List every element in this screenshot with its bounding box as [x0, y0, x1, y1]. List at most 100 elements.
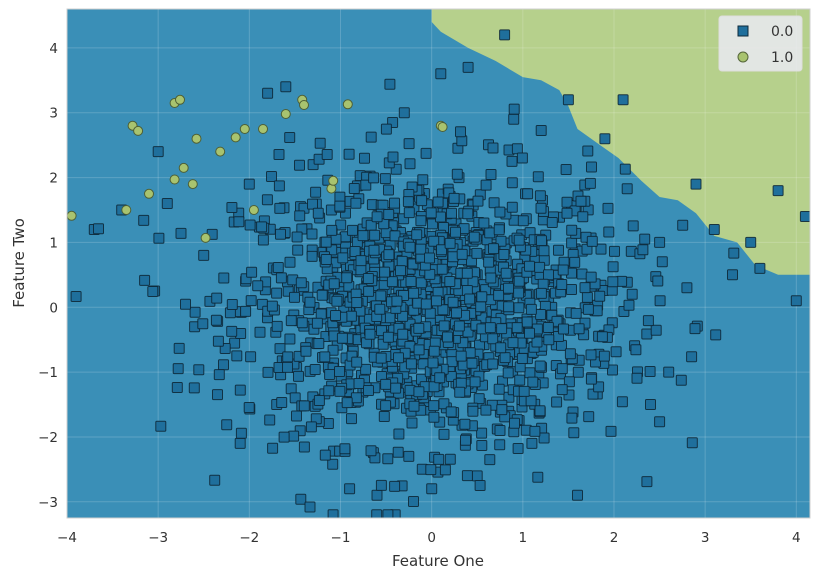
point-class-0 — [531, 336, 543, 348]
point-class-0 — [341, 272, 353, 284]
point-class-0 — [521, 316, 533, 328]
point-class-0 — [566, 237, 578, 249]
x-tick-label: 2 — [610, 530, 619, 546]
point-class-0 — [375, 290, 387, 302]
point-class-0 — [233, 216, 245, 228]
point-class-0 — [610, 346, 622, 358]
point-class-0 — [524, 367, 536, 379]
point-class-0 — [525, 395, 537, 407]
point-class-0 — [353, 378, 365, 389]
point-class-0 — [503, 301, 515, 313]
point-class-0 — [462, 208, 474, 220]
point-class-0 — [460, 434, 471, 446]
point-class-0 — [493, 289, 505, 301]
point-class-0 — [495, 342, 507, 354]
point-class-0 — [275, 272, 287, 284]
point-class-0 — [245, 295, 257, 307]
legend-marker-class-0 — [737, 25, 749, 37]
point-class-0 — [405, 358, 417, 370]
y-tick-label: −3 — [38, 495, 58, 511]
point-class-0 — [365, 445, 377, 457]
point-class-0 — [371, 489, 383, 501]
point-class-0 — [226, 325, 238, 337]
point-class-0 — [375, 352, 387, 364]
point-class-0 — [243, 178, 255, 190]
point-class-0 — [656, 256, 668, 268]
point-class-0 — [506, 177, 518, 189]
point-class-0 — [663, 366, 675, 378]
point-class-0 — [581, 291, 593, 303]
point-class-0 — [313, 395, 325, 406]
point-class-1 — [239, 124, 250, 134]
point-class-0 — [226, 299, 238, 310]
decision-regions — [431, 9, 810, 275]
point-class-1 — [342, 99, 353, 110]
point-class-0 — [310, 186, 322, 198]
tick-labels: −4 −3 −2 −1 0 1 2 3 4 −3 −2 −1 0 1 2 3 4 — [38, 41, 801, 546]
point-class-0 — [432, 196, 444, 208]
point-class-0 — [282, 361, 293, 373]
point-class-0 — [363, 285, 375, 297]
point-class-0 — [327, 458, 339, 470]
point-class-0 — [300, 345, 312, 357]
point-class-0 — [476, 291, 488, 303]
point-class-0 — [609, 245, 620, 257]
point-class-0 — [296, 317, 308, 329]
point-class-0 — [408, 496, 419, 507]
point-class-0 — [462, 61, 474, 73]
point-class-0 — [577, 211, 589, 223]
point-class-0 — [579, 282, 591, 294]
point-class-0 — [508, 103, 520, 115]
point-class-0 — [173, 342, 185, 354]
point-class-0 — [451, 307, 462, 319]
point-class-0 — [500, 267, 512, 279]
point-class-0 — [193, 364, 205, 376]
point-class-0 — [498, 249, 510, 260]
point-class-0 — [790, 295, 802, 307]
point-class-0 — [529, 425, 541, 437]
point-class-1 — [169, 174, 180, 185]
point-class-0 — [324, 369, 336, 380]
point-class-0 — [389, 480, 401, 492]
point-class-0 — [583, 411, 595, 423]
data-points — [67, 29, 810, 518]
point-class-0 — [331, 295, 343, 307]
point-class-0 — [171, 382, 183, 393]
point-class-0 — [384, 312, 396, 324]
point-class-0 — [447, 251, 459, 263]
point-class-0 — [582, 303, 594, 315]
point-class-0 — [494, 439, 506, 451]
point-class-0 — [291, 410, 302, 422]
point-class-0 — [561, 207, 573, 219]
point-class-0 — [513, 234, 525, 246]
y-tick-label: 0 — [49, 300, 58, 316]
y-tick-label: 1 — [49, 235, 58, 251]
point-class-0 — [212, 389, 223, 401]
point-class-0 — [368, 244, 380, 256]
point-class-0 — [424, 307, 436, 319]
point-class-0 — [605, 425, 617, 437]
point-class-0 — [264, 414, 276, 426]
point-class-0 — [294, 159, 305, 171]
region-class-1 — [431, 9, 810, 275]
x-axis-label: Feature One — [392, 552, 484, 570]
point-class-0 — [631, 372, 643, 384]
legend-label-class-0: 0.0 — [771, 24, 793, 40]
point-class-0 — [514, 374, 526, 386]
point-class-1 — [230, 132, 241, 143]
point-class-0 — [484, 227, 496, 239]
point-class-0 — [542, 322, 554, 333]
point-class-0 — [334, 385, 346, 397]
point-class-0 — [357, 230, 369, 242]
point-class-0 — [517, 215, 529, 227]
point-class-0 — [516, 353, 528, 364]
point-class-0 — [425, 464, 437, 476]
point-class-1 — [299, 100, 309, 110]
point-class-0 — [639, 233, 651, 245]
point-class-0 — [573, 323, 585, 335]
point-class-0 — [383, 209, 395, 220]
point-class-0 — [560, 164, 572, 175]
point-class-0 — [681, 282, 693, 294]
point-class-0 — [294, 210, 306, 222]
point-class-0 — [745, 236, 757, 248]
